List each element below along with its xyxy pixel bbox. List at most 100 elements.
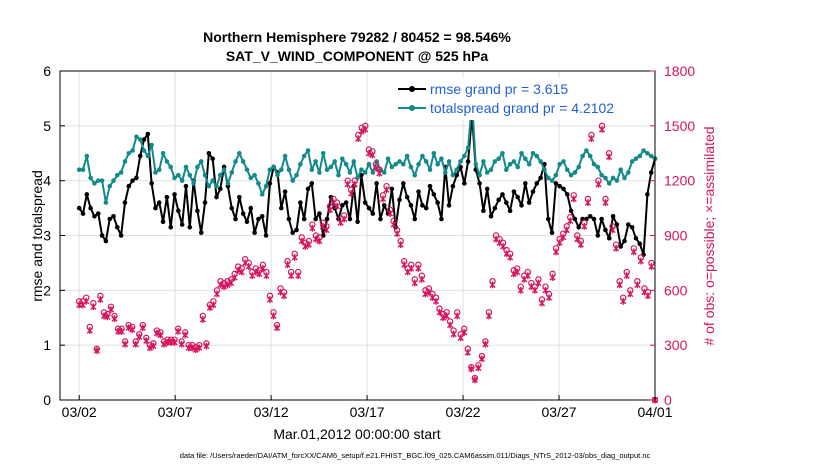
rmse-point <box>404 194 410 200</box>
obs-assimilated-point <box>447 321 454 329</box>
obs-assimilated-point <box>517 286 524 294</box>
rmse-point <box>210 156 215 162</box>
rmse-point <box>564 192 570 197</box>
totalspread-point <box>397 159 402 164</box>
obs-assimilated-point <box>510 270 517 278</box>
chart-title-line-2: SAT_V_WIND_COMPONENT @ 525 hPa <box>226 48 489 64</box>
totalspread-point <box>549 178 555 183</box>
totalspread-point <box>206 183 212 189</box>
obs-assimilated-point <box>552 248 560 256</box>
totalspread-point <box>626 170 631 175</box>
obs-assimilated-point <box>107 306 115 313</box>
totalspread-point <box>153 170 158 175</box>
rmse-point <box>252 230 257 236</box>
totalspread-point <box>237 150 242 156</box>
obs-assimilated-point <box>595 180 602 188</box>
totalspread-point <box>503 167 509 172</box>
obs-assimilated-point <box>383 186 390 194</box>
totalspread-point <box>229 170 235 175</box>
totalspread-point <box>458 159 463 164</box>
totalspread-point <box>187 172 193 178</box>
totalspread-point <box>343 161 349 167</box>
obs-assimilated-point <box>524 272 531 280</box>
rmse-point <box>492 205 498 211</box>
right-tick-label: 900 <box>664 228 688 244</box>
totalspread-point <box>76 167 82 172</box>
obs-assimilated-point <box>139 324 146 332</box>
obs-assimilated-point <box>333 202 341 210</box>
rmse-point <box>637 241 643 247</box>
totalspread-point <box>347 170 353 175</box>
rmse-point <box>561 186 566 192</box>
x-axis-label: Mar.01,2012 00:00:00 start <box>273 426 440 442</box>
obs-assimilated-point <box>598 126 606 133</box>
obs-assimilated-point <box>189 344 196 352</box>
rmse-point <box>626 222 631 227</box>
rmse-point <box>149 181 154 186</box>
rmse-point <box>76 205 82 211</box>
obs-assimilated-point <box>266 296 274 303</box>
obs-assimilated-point <box>358 127 365 135</box>
totalspread-point <box>507 161 513 167</box>
obs-assimilated-point <box>341 215 348 223</box>
rmse-point <box>557 183 562 189</box>
y-tick-label: 5 <box>43 118 51 134</box>
totalspread-point <box>381 170 387 175</box>
obs-assimilated-point <box>478 355 485 363</box>
totalspread-point <box>423 159 429 164</box>
obs-assimilated-point <box>111 315 118 323</box>
rmse-point <box>355 219 360 225</box>
totalspread-point <box>530 150 536 156</box>
totalspread-point <box>645 150 650 156</box>
totalspread-point <box>313 159 318 164</box>
totalspread-point <box>202 172 208 178</box>
obs-assimilated-point <box>90 303 97 311</box>
rmse-point <box>313 216 318 222</box>
obs-assimilated-point <box>217 281 224 289</box>
obs-assimilated-point <box>436 308 443 316</box>
totalspread-point <box>317 170 322 175</box>
totalspread-point <box>526 161 532 167</box>
totalspread-point <box>221 167 227 172</box>
rmse-point <box>111 214 116 219</box>
rmse-point <box>534 181 540 186</box>
obs-assimilated-point <box>220 283 228 291</box>
totalspread-point <box>88 175 93 181</box>
rmse-point <box>122 200 128 205</box>
totalspread-point <box>446 159 452 164</box>
obs-assimilated-point <box>634 281 641 289</box>
x-tick-label: 04/01 <box>637 404 672 420</box>
rmse-point <box>237 194 242 200</box>
rmse-point <box>633 235 639 241</box>
x-tick-label: 03/02 <box>62 404 97 420</box>
totalspread-point <box>603 175 608 181</box>
totalspread-point <box>420 153 425 159</box>
legend-marker-rmse <box>409 86 415 92</box>
totalspread-point <box>95 178 101 183</box>
obs-assimilated-point <box>425 288 433 296</box>
totalspread-point <box>118 170 124 175</box>
rmse-point <box>340 203 345 208</box>
obs-assimilated-point <box>192 346 199 354</box>
y-tick-label: 4 <box>43 173 51 189</box>
rmse-point <box>183 183 189 189</box>
x-tick-label: 03/07 <box>158 404 193 420</box>
y-axis-ticks: 0 1 2 3 4 5 6 <box>43 63 65 408</box>
totalspread-point <box>156 167 162 172</box>
rmse-point <box>92 214 97 219</box>
obs-assimilated-point <box>461 328 468 336</box>
obs-assimilated-point <box>577 241 584 249</box>
totalspread-point <box>305 148 311 153</box>
rmse-point <box>622 238 627 244</box>
rmse-point <box>629 224 635 230</box>
rmse-point <box>195 208 200 214</box>
rmse-point <box>263 233 269 238</box>
right-tick-label: 1800 <box>664 63 695 79</box>
obs-assimilated-point <box>213 290 221 298</box>
obs-assimilated-point <box>489 281 496 289</box>
obs-assimilated-point <box>326 206 334 214</box>
obs-assimilated-point <box>397 241 404 249</box>
obs-assimilated-point <box>602 199 609 206</box>
rmse-point <box>233 216 238 222</box>
totalspread-point <box>618 167 623 172</box>
